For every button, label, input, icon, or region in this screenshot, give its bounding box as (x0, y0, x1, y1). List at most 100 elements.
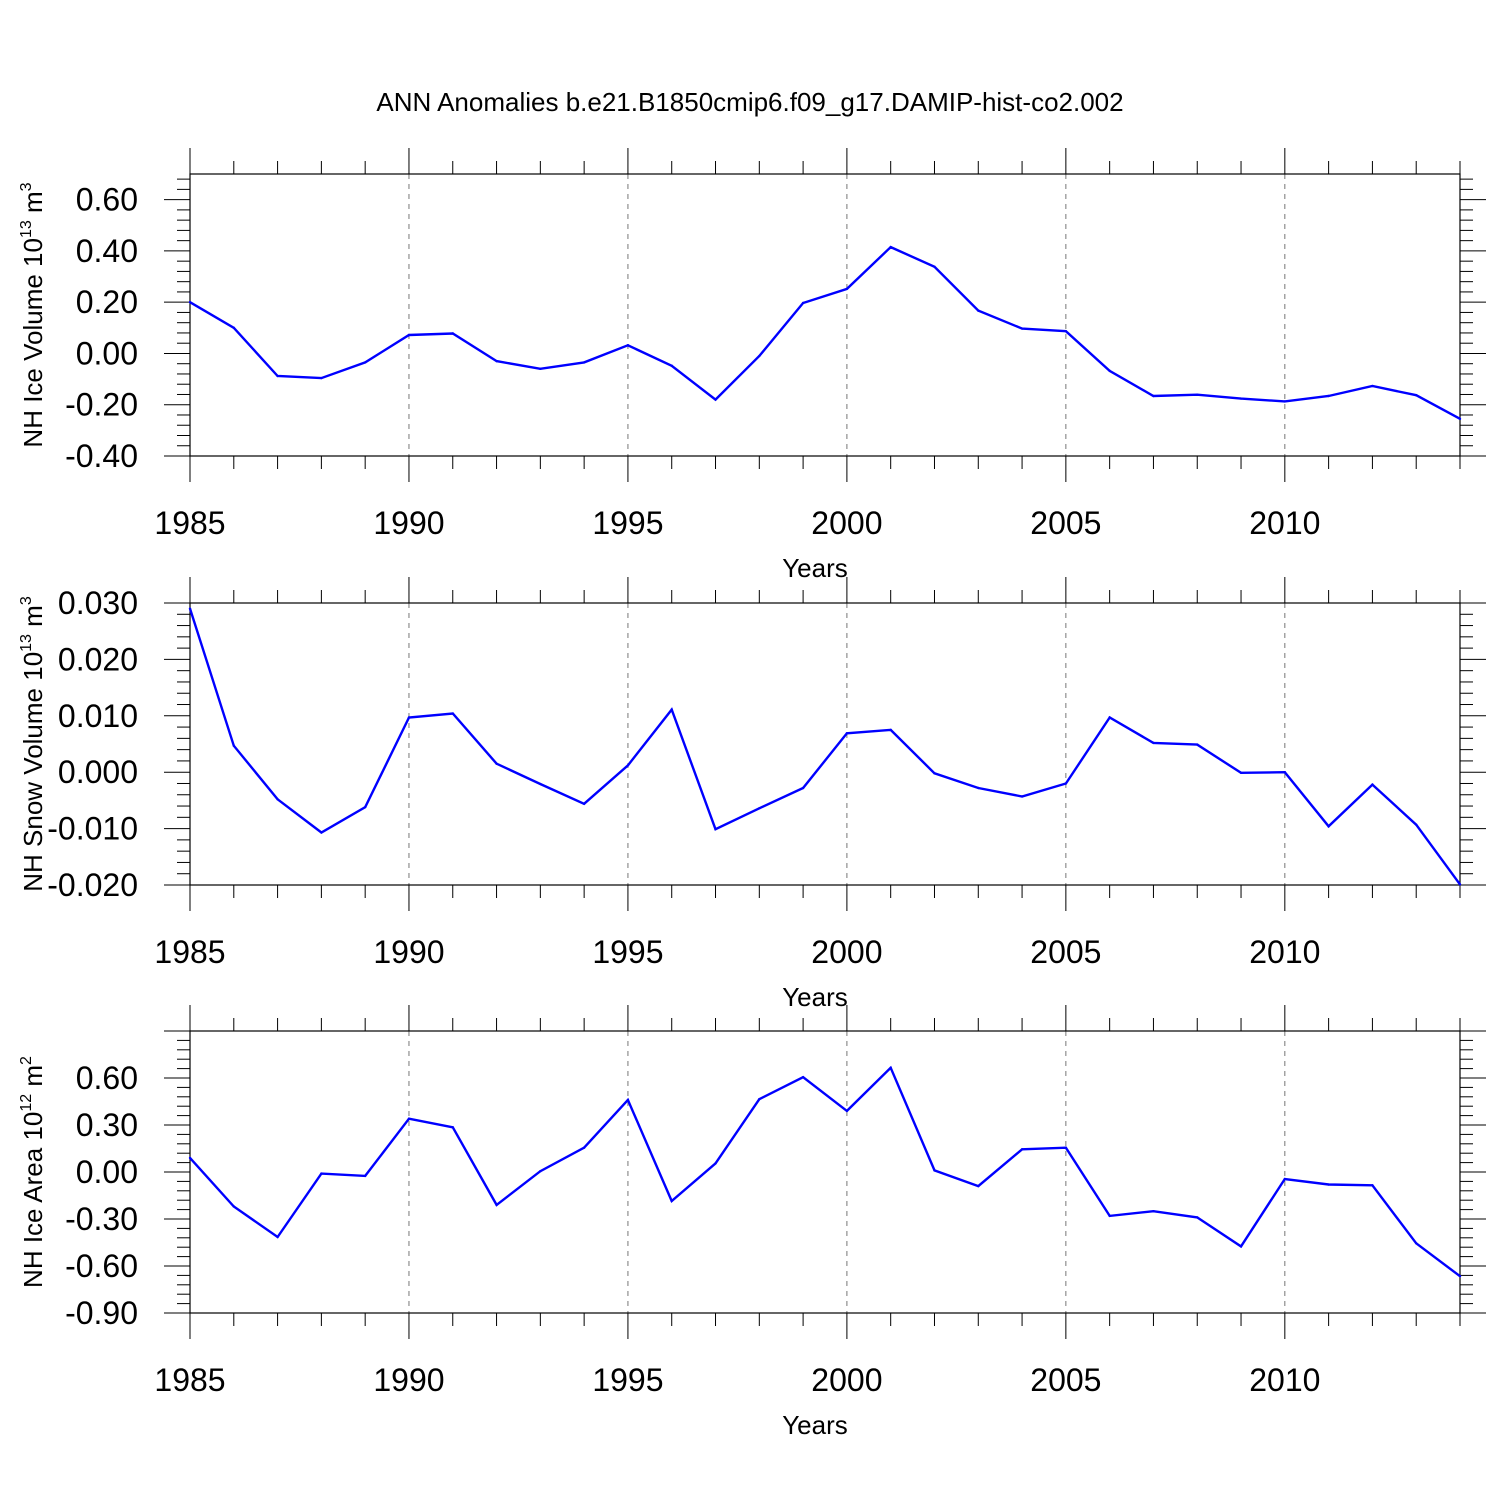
data-point (626, 764, 630, 767)
chart-panel-1: 1985 1990 1995 2000 2005 2010 -0.40 -0.20 0.00 0.… (18, 148, 1486, 583)
data-point (670, 708, 673, 711)
y-tick-label: -0.60 (65, 1248, 138, 1284)
data-point (1371, 783, 1374, 786)
plot-frame (189, 602, 1461, 886)
y-axis-label-base: NH Ice Volume 10 (18, 238, 48, 448)
y-axis-label-unit: m (18, 605, 48, 634)
data-point (1152, 1209, 1155, 1213)
data-point (407, 716, 411, 719)
data-point (977, 309, 980, 312)
y-tick-label: 0.40 (76, 233, 138, 269)
y-axis-label-unit: m (18, 191, 48, 220)
data-point (758, 1097, 761, 1101)
data-point (451, 1126, 454, 1129)
data-point (232, 326, 235, 330)
data-point (451, 712, 454, 715)
y-axis-label-unit-exponent: 3 (18, 596, 35, 605)
x-tick-label: 1995 (592, 505, 663, 541)
data-point (582, 361, 586, 364)
data-point (495, 762, 498, 765)
panels: 1985 1990 1995 2000 2005 2010 -0.40 -0.20 0.00 0.… (18, 148, 1486, 1440)
y-tick-label: 0.20 (76, 284, 138, 320)
data-point (363, 361, 367, 364)
data-point (1196, 743, 1199, 746)
data-point (933, 265, 936, 269)
data-point (276, 798, 279, 801)
y-axis-label-exponent: 12 (18, 1094, 35, 1112)
plot-frame (189, 1030, 1461, 1314)
y-axis-label-unit-exponent: 3 (18, 182, 35, 191)
data-point (1108, 1214, 1111, 1218)
x-tick-label: 2000 (811, 1362, 882, 1398)
y-axis-label-unit-exponent: 2 (18, 1056, 35, 1065)
x-tick-label: 1995 (592, 934, 663, 970)
data-point (1108, 716, 1111, 719)
data-point (1020, 327, 1024, 330)
data-point (1458, 417, 1462, 421)
chart-panel-2: 1985 1990 1995 2000 2005 2010 -0.020 -0.010 0.00… (18, 577, 1486, 1012)
data-point (232, 744, 235, 747)
data-point (407, 333, 411, 337)
data-point (495, 359, 498, 363)
data-point (758, 807, 761, 810)
x-tick-label: 2000 (811, 505, 882, 541)
series-line (188, 608, 1461, 886)
data-point (1327, 394, 1330, 398)
series-line (189, 1065, 1461, 1278)
data-point (714, 827, 717, 831)
data-point (188, 1156, 192, 1160)
data-point (276, 1235, 279, 1239)
x-axis-label: Years (782, 1410, 848, 1440)
y-tick-label: 0.00 (76, 1154, 138, 1190)
x-tick-label: 1985 (154, 505, 225, 541)
data-point (495, 1203, 498, 1207)
data-point (582, 802, 586, 805)
chart-panel-3: 1985 1990 1995 2000 2005 2010 -0.90 -0.60 -0.30 0… (18, 1005, 1486, 1440)
x-tick-label: 1990 (373, 1362, 444, 1398)
y-tick-label: -0.010 (47, 811, 138, 847)
data-point (407, 1117, 411, 1120)
y-tick-label: 0.30 (76, 1107, 138, 1143)
y-axis-label-unit: m (18, 1065, 48, 1094)
x-tick-label: 1985 (154, 934, 225, 970)
x-tick-label: 2005 (1030, 1362, 1101, 1398)
data-point (626, 344, 630, 347)
y-tick-label: 0.60 (76, 1060, 138, 1096)
data-point (1239, 771, 1243, 774)
data-point (1064, 329, 1068, 333)
data-point (1064, 782, 1068, 785)
x-tick-label: 2000 (811, 934, 882, 970)
data-point (889, 728, 892, 732)
data-point (232, 1205, 235, 1208)
series-line (189, 245, 1461, 420)
data-point (1458, 1274, 1462, 1278)
y-tick-label: -0.30 (65, 1201, 138, 1237)
x-tick-label: 1985 (154, 1362, 225, 1398)
data-point (1327, 825, 1330, 828)
x-tick-label: 2005 (1030, 505, 1101, 541)
data-point (363, 1174, 367, 1178)
data-point (801, 1076, 805, 1079)
data-point (1415, 394, 1418, 397)
y-tick-label: 0.020 (58, 641, 138, 677)
y-tick-label: -0.40 (65, 438, 138, 474)
data-point (188, 607, 192, 610)
data-point (889, 1066, 892, 1070)
y-tick-label: 0.000 (58, 754, 138, 790)
data-point (320, 831, 323, 834)
data-point (320, 1172, 323, 1175)
data-point (539, 1170, 542, 1173)
data-point (1196, 393, 1199, 396)
y-tick-label: 0.00 (76, 335, 138, 371)
x-tick-label: 2010 (1249, 934, 1320, 970)
data-point (451, 332, 454, 335)
data-point (539, 367, 542, 371)
x-tick-label: 1990 (373, 934, 444, 970)
data-point (845, 732, 849, 735)
data-point (276, 374, 279, 378)
y-axis-label: NH Ice Volume 1013 m3 (18, 182, 48, 447)
plot-frame (189, 173, 1461, 457)
y-tick-label: 0.030 (58, 585, 138, 621)
y-tick-label: 0.60 (76, 182, 138, 218)
